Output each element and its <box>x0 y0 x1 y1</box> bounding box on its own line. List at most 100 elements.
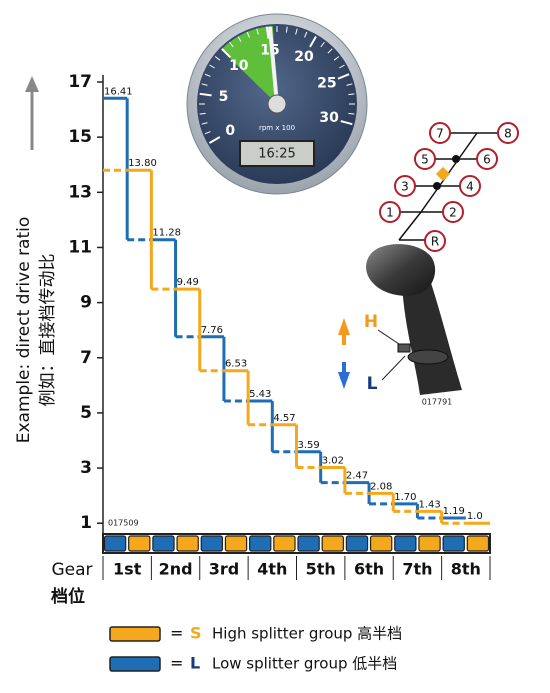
x-tick-label: 7th <box>402 560 432 579</box>
gear-position <box>476 148 498 170</box>
y-tick-label: 3 <box>80 458 92 478</box>
gear-position <box>424 230 446 252</box>
y-tick-label: 15 <box>68 127 92 147</box>
value-label: 2.08 <box>370 481 392 492</box>
gate <box>398 211 422 241</box>
gear-slot <box>200 535 224 552</box>
x-tick-label: 4th <box>257 560 287 579</box>
value-label: 16.41 <box>104 86 133 97</box>
gear-position-label: 5 <box>421 153 429 167</box>
gear-slot <box>103 535 127 552</box>
gear-slot <box>345 535 369 552</box>
dial-tick <box>256 28 259 35</box>
gear-slot <box>297 535 320 552</box>
dial-tick <box>304 31 308 38</box>
x-tick-label: 2nd <box>159 560 193 579</box>
dial-tick <box>340 120 353 126</box>
gear-slot <box>176 535 199 552</box>
value-label: 1.43 <box>418 499 440 510</box>
dial-label: 20 <box>294 49 314 65</box>
gear-slot <box>152 535 175 552</box>
legend-letter: L <box>190 654 200 673</box>
gear-slot <box>418 535 441 552</box>
lever <box>402 280 462 395</box>
gear-slot <box>224 535 248 552</box>
y-tick-label: 7 <box>80 348 92 368</box>
dial-tick <box>208 136 221 144</box>
dial-label: 10 <box>229 58 249 74</box>
gear-slot <box>321 535 344 552</box>
dial-tick <box>246 31 250 38</box>
dial-tick <box>333 56 340 61</box>
gate <box>420 132 478 213</box>
dial-tick <box>327 48 333 54</box>
y-tick-label: 11 <box>68 237 92 257</box>
dial-label: 0 <box>225 123 235 139</box>
gear-slot <box>273 535 296 552</box>
x-tick-label: 8th <box>451 560 481 579</box>
dial-tick <box>199 92 212 97</box>
gear-slot <box>394 535 417 552</box>
y-tick-label: 13 <box>68 182 92 202</box>
gear-position-label: R <box>431 235 439 249</box>
gear-position-label: 4 <box>466 180 474 194</box>
switch <box>397 343 411 353</box>
y-tick-label: 9 <box>80 293 92 313</box>
gear-position-label: 7 <box>436 127 444 141</box>
dial-tick <box>265 26 270 39</box>
hub <box>267 94 287 114</box>
y-tick-label: 1 <box>80 513 92 533</box>
dial-tick <box>221 48 232 59</box>
dial-label: 15 <box>260 42 279 58</box>
y-tick-label: 5 <box>80 403 92 423</box>
value-label: 6.53 <box>225 359 247 370</box>
dial-tick <box>199 112 206 115</box>
gear-position-label: 1 <box>386 206 394 220</box>
dial-tick <box>201 122 208 125</box>
x-tick-label: 6th <box>354 560 384 579</box>
gear-position-label: 8 <box>504 127 512 141</box>
knob <box>366 244 436 296</box>
gear-slot <box>442 535 465 552</box>
value-label: 7.76 <box>201 325 223 336</box>
low-label: L <box>367 374 378 394</box>
display-text: 16:25 <box>258 147 295 162</box>
neutral <box>435 166 451 182</box>
dial-label: 30 <box>319 110 339 126</box>
dot <box>433 182 441 190</box>
legend-swatch <box>109 656 161 672</box>
x-tick-label: 3rd <box>209 560 239 579</box>
code: 017791 <box>422 398 453 407</box>
gear-position <box>497 122 519 144</box>
y-label-cn: 例如：直接档传动比 <box>38 254 58 407</box>
legend-label: High splitter group 高半档 <box>212 625 402 643</box>
value-label: 9.49 <box>177 277 199 288</box>
code: 017509 <box>108 519 139 528</box>
x-label: Gear <box>51 560 92 580</box>
value-label: 1.70 <box>394 492 416 503</box>
dial-tick <box>229 41 234 48</box>
high-label: H <box>364 312 378 332</box>
x-tick-label: 5th <box>306 560 336 579</box>
value-label: 1.0 <box>467 511 483 522</box>
x-label-cn: 档位 <box>51 586 85 607</box>
value-label: 3.02 <box>322 456 344 467</box>
dial-tick <box>309 35 317 48</box>
dial-tick <box>285 26 288 33</box>
value-label: 1.19 <box>443 506 465 517</box>
legend-label: Low splitter group 低半档 <box>212 655 397 673</box>
value-label: 2.47 <box>346 471 368 482</box>
legend-letter: S <box>190 624 202 643</box>
legend-sign: = <box>170 624 183 643</box>
gear-position <box>429 122 451 144</box>
arrow-up <box>338 318 350 335</box>
arrow-head <box>25 76 39 92</box>
dial-tick <box>337 73 350 80</box>
value-label: 3.59 <box>298 440 320 451</box>
gear-position-label: 6 <box>483 153 491 167</box>
legend-swatch <box>109 626 161 642</box>
dial-tick <box>237 36 242 42</box>
dial-label: 5 <box>219 89 229 105</box>
dial-tick <box>346 83 353 86</box>
